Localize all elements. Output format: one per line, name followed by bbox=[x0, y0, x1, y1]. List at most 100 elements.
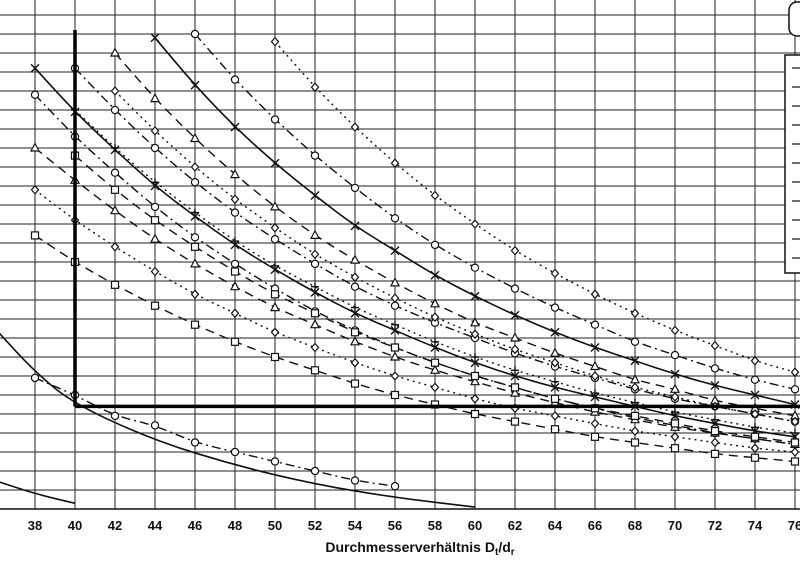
data-point-series-13 bbox=[150, 125, 160, 136]
data-point-series-4 bbox=[190, 233, 200, 242]
data-point-series-10 bbox=[790, 438, 800, 447]
data-point-series-6 bbox=[790, 447, 800, 457]
data-point-series-7 bbox=[310, 318, 320, 329]
data-point-series-10 bbox=[430, 358, 440, 367]
data-point-series-16 bbox=[630, 308, 640, 319]
legend-box bbox=[784, 54, 800, 274]
data-point-series-16 bbox=[790, 367, 800, 378]
data-point-series-4 bbox=[230, 259, 240, 269]
data-point-series-14 bbox=[630, 356, 640, 366]
data-point-series-7 bbox=[270, 301, 280, 312]
data-point-series-5 bbox=[270, 352, 280, 362]
legend bbox=[784, 1, 800, 274]
data-point-series-7 bbox=[230, 280, 240, 291]
data-point-series-10 bbox=[470, 371, 480, 381]
data-point-series-5 bbox=[670, 444, 680, 453]
series-line-3 bbox=[34, 377, 396, 487]
data-point-series-3 bbox=[390, 482, 400, 491]
data-point-series-9 bbox=[110, 105, 120, 115]
legend-header-box bbox=[788, 1, 800, 37]
data-point-series-14 bbox=[430, 270, 440, 280]
data-point-series-12 bbox=[350, 254, 360, 264]
data-point-series-3 bbox=[350, 476, 360, 485]
data-point-series-13 bbox=[110, 86, 120, 96]
data-point-series-7 bbox=[430, 364, 440, 374]
data-point-series-16 bbox=[350, 122, 360, 133]
data-point-series-12 bbox=[470, 317, 480, 327]
data-point-series-11 bbox=[751, 423, 759, 432]
data-point-series-15 bbox=[270, 115, 280, 124]
data-point-series-15 bbox=[550, 303, 560, 312]
data-point-series-10 bbox=[350, 328, 360, 337]
data-point-series-15 bbox=[310, 151, 320, 160]
series-line-8 bbox=[34, 67, 796, 438]
data-point-series-11 bbox=[191, 208, 199, 217]
data-point-series-14 bbox=[350, 221, 360, 231]
data-point-series-11 bbox=[111, 144, 119, 152]
x-tick-label: 48 bbox=[228, 518, 242, 533]
data-point-series-12 bbox=[110, 47, 120, 57]
data-point-series-11 bbox=[151, 178, 159, 187]
data-point-series-15 bbox=[510, 284, 520, 293]
data-point-series-16 bbox=[510, 245, 520, 256]
x-tick-label: 42 bbox=[108, 518, 122, 533]
data-point-series-10 bbox=[670, 419, 680, 428]
x-tick-label: 52 bbox=[308, 518, 322, 533]
data-point-series-14 bbox=[590, 343, 600, 352]
data-point-series-9 bbox=[350, 282, 360, 291]
series-line-10 bbox=[74, 155, 796, 444]
x-tick-label: 58 bbox=[428, 518, 442, 533]
data-point-series-15 bbox=[230, 75, 240, 84]
data-point-series-7 bbox=[190, 258, 200, 268]
data-point-series-16 bbox=[390, 158, 400, 169]
data-point-series-6 bbox=[750, 443, 760, 454]
data-point-series-11 bbox=[511, 366, 519, 375]
data-point-series-6 bbox=[630, 426, 640, 437]
series-line-16 bbox=[274, 41, 796, 373]
data-point-series-13 bbox=[790, 416, 800, 427]
data-point-series-12 bbox=[270, 201, 280, 211]
data-point-series-5 bbox=[350, 379, 360, 388]
data-point-series-12 bbox=[430, 298, 440, 308]
data-point-series-14 bbox=[150, 33, 160, 43]
data-point-series-13 bbox=[390, 293, 400, 304]
series-line-4 bbox=[34, 94, 796, 446]
data-point-series-12 bbox=[510, 332, 520, 342]
data-point-series-11 bbox=[391, 320, 399, 329]
x-tick-label: 70 bbox=[668, 518, 682, 533]
data-point-series-9 bbox=[230, 208, 240, 217]
data-point-series-13 bbox=[590, 371, 600, 381]
data-point-series-16 bbox=[310, 82, 320, 93]
x-axis-label: Durchmesserverhältnis Dt/dr bbox=[325, 539, 514, 558]
data-point-series-13 bbox=[670, 391, 680, 402]
data-point-series-14 bbox=[470, 291, 480, 301]
data-point-series-15 bbox=[390, 214, 400, 223]
data-point-series-13 bbox=[510, 344, 520, 355]
x-tick-label: 72 bbox=[708, 518, 722, 533]
data-point-series-5 bbox=[750, 453, 760, 462]
data-point-series-6 bbox=[190, 289, 200, 300]
data-point-series-10 bbox=[710, 427, 720, 436]
data-point-series-12 bbox=[230, 168, 240, 179]
x-tick-label: 38 bbox=[28, 518, 42, 533]
data-point-series-7 bbox=[110, 204, 120, 215]
data-point-series-14 bbox=[310, 191, 320, 200]
data-point-series-11 bbox=[671, 408, 679, 417]
data-point-series-13 bbox=[430, 312, 440, 323]
data-point-series-14 bbox=[670, 369, 680, 379]
data-point-series-15 bbox=[190, 29, 200, 39]
data-point-series-7 bbox=[510, 387, 520, 397]
data-point-series-9 bbox=[390, 301, 400, 310]
x-tick-label: 56 bbox=[388, 518, 402, 533]
data-point-series-15 bbox=[590, 320, 600, 329]
data-point-series-6 bbox=[150, 266, 160, 277]
data-point-series-14 bbox=[550, 327, 560, 337]
data-point-series-6 bbox=[310, 342, 320, 353]
data-point-series-12 bbox=[590, 360, 600, 371]
series-line-2 bbox=[0, 481, 76, 505]
data-point-series-9 bbox=[310, 259, 320, 269]
data-point-series-10 bbox=[550, 394, 560, 403]
x-tick-label: 68 bbox=[628, 518, 642, 533]
data-point-series-6 bbox=[550, 410, 560, 421]
data-point-series-16 bbox=[750, 355, 760, 366]
